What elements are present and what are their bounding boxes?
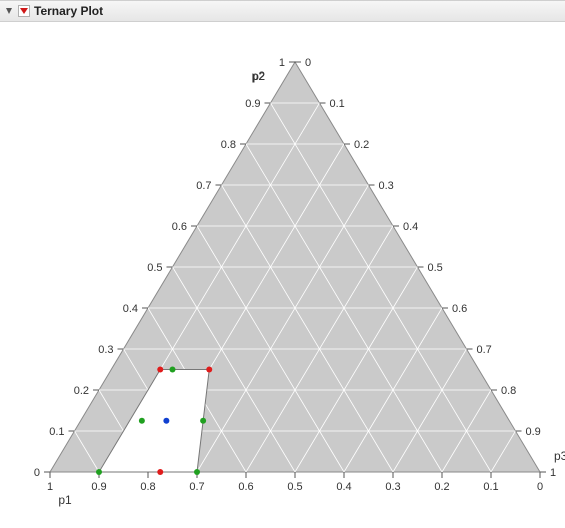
tick-label: 0.6 bbox=[238, 481, 253, 493]
svg-text:p3: p3 bbox=[554, 449, 565, 463]
plot-area: 00.10.20.30.40.50.60.70.80.9100.10.20.30… bbox=[0, 22, 565, 523]
tick-label: 0.8 bbox=[140, 481, 155, 493]
tick-label: 0.5 bbox=[428, 262, 443, 274]
ternary-panel: Ternary Plot 0 0.1 0.2 0.3 0.4 0.5 0.6 0.7 0.8 0.… bbox=[0, 0, 565, 523]
design-point bbox=[194, 469, 200, 475]
tick-label: 0.3 bbox=[98, 344, 113, 356]
tick-label: 0.9 bbox=[526, 426, 541, 438]
tick-label: 0 bbox=[305, 57, 311, 69]
tick-label: 0.2 bbox=[74, 385, 89, 397]
disclosure-triangle-icon[interactable] bbox=[4, 6, 14, 16]
red-menu-icon[interactable] bbox=[18, 5, 30, 17]
tick-label: 0.9 bbox=[245, 98, 260, 110]
design-point bbox=[206, 367, 212, 373]
svg-text:p2: p2 bbox=[252, 69, 266, 83]
tick-label: 0.6 bbox=[452, 303, 467, 315]
tick-label: 0.3 bbox=[385, 481, 400, 493]
tick-label: 0.7 bbox=[477, 344, 492, 356]
panel-title: Ternary Plot bbox=[34, 4, 103, 18]
tick-label: 0.2 bbox=[434, 481, 449, 493]
tick-label: 0.3 bbox=[379, 180, 394, 192]
tick-label: 0.8 bbox=[221, 139, 236, 151]
tick-label: 0.1 bbox=[330, 98, 345, 110]
design-point bbox=[163, 418, 169, 424]
tick-label: 0.4 bbox=[403, 221, 418, 233]
tick-label: 0.4 bbox=[123, 303, 138, 315]
tick-label: 0.6 bbox=[172, 221, 187, 233]
tick-label: 1 bbox=[279, 57, 285, 69]
tick-label: 0.4 bbox=[336, 481, 351, 493]
design-point bbox=[157, 367, 163, 373]
tick-label: 0 bbox=[537, 481, 543, 493]
design-point bbox=[200, 418, 206, 424]
tick-label: 0.1 bbox=[483, 481, 498, 493]
tick-label: 0.8 bbox=[501, 385, 516, 397]
design-point bbox=[157, 469, 163, 475]
tick-label: 0.9 bbox=[91, 481, 106, 493]
design-point bbox=[96, 469, 102, 475]
design-point bbox=[139, 418, 145, 424]
tick-label: 1 bbox=[47, 481, 53, 493]
tick-label: 0.7 bbox=[196, 180, 211, 192]
svg-text:p1: p1 bbox=[58, 493, 72, 507]
tick-label: 0.5 bbox=[287, 481, 302, 493]
tick-label: 0.7 bbox=[189, 481, 204, 493]
tick-label: 0 bbox=[34, 467, 40, 479]
tick-label: 0.5 bbox=[147, 262, 162, 274]
tick-label: 1 bbox=[550, 467, 556, 479]
title-bar: Ternary Plot bbox=[0, 0, 565, 22]
design-point bbox=[170, 367, 176, 373]
ternary-plot-svg: 00.10.20.30.40.50.60.70.80.9100.10.20.30… bbox=[0, 22, 565, 523]
tick-label: 0.1 bbox=[49, 426, 64, 438]
tick-label: 0.2 bbox=[354, 139, 369, 151]
